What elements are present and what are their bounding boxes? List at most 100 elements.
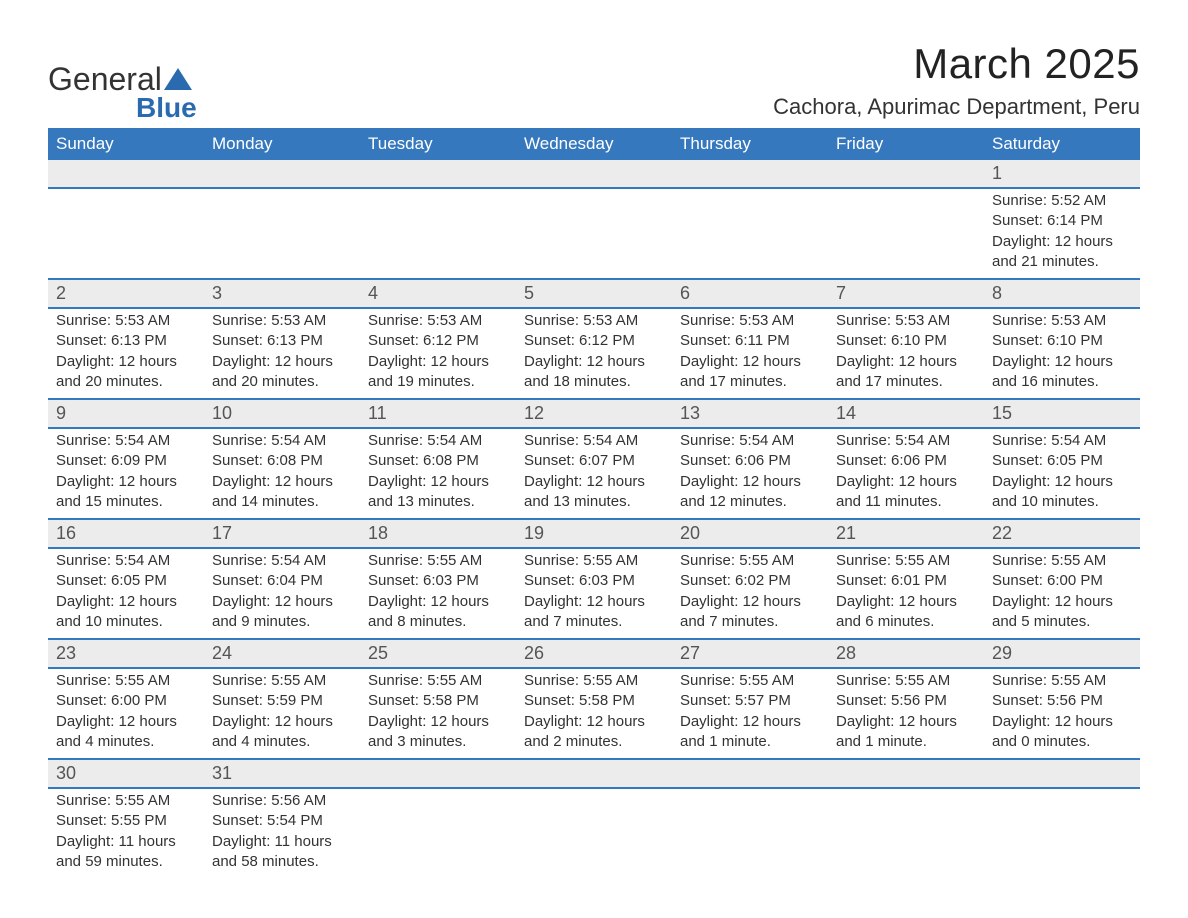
sunset-text: Sunset: 6:00 PM (56, 691, 196, 711)
sunrise-text: Sunrise: 5:54 AM (836, 431, 976, 451)
col-saturday: Saturday (984, 128, 1140, 160)
sunset-text: Sunset: 6:12 PM (368, 331, 508, 351)
day-number: 31 (204, 760, 360, 787)
sunset-text: Sunset: 6:12 PM (524, 331, 664, 351)
sunrise-text: Sunrise: 5:55 AM (56, 671, 196, 691)
day-number-cell: 6 (672, 279, 828, 308)
day-cell: Sunrise: 5:55 AMSunset: 5:56 PMDaylight:… (984, 668, 1140, 759)
day-number: 29 (984, 640, 1140, 667)
day-details: Sunrise: 5:53 AMSunset: 6:12 PMDaylight:… (360, 309, 516, 398)
logo-word1: General (48, 63, 162, 95)
day-number-cell: 15 (984, 399, 1140, 428)
daylight-text: Daylight: 12 hours and 20 minutes. (212, 352, 352, 393)
day-cell (204, 188, 360, 279)
day-details: Sunrise: 5:55 AMSunset: 6:00 PMDaylight:… (984, 549, 1140, 638)
day-number: 26 (516, 640, 672, 667)
day-cell: Sunrise: 5:55 AMSunset: 6:01 PMDaylight:… (828, 548, 984, 639)
day-number-cell: 27 (672, 639, 828, 668)
day-details (516, 789, 672, 875)
sunrise-text: Sunrise: 5:53 AM (56, 311, 196, 331)
day-number-cell: 9 (48, 399, 204, 428)
daylight-text: Daylight: 12 hours and 10 minutes. (992, 472, 1132, 513)
daylight-text: Daylight: 12 hours and 0 minutes. (992, 712, 1132, 753)
day-cell: Sunrise: 5:55 AMSunset: 5:58 PMDaylight:… (516, 668, 672, 759)
sunrise-text: Sunrise: 5:55 AM (680, 671, 820, 691)
day-number-cell (360, 759, 516, 788)
day-details (828, 789, 984, 875)
daylight-text: Daylight: 12 hours and 1 minute. (836, 712, 976, 753)
sunset-text: Sunset: 5:54 PM (212, 811, 352, 831)
day-details: Sunrise: 5:54 AMSunset: 6:04 PMDaylight:… (204, 549, 360, 638)
sunrise-text: Sunrise: 5:55 AM (368, 671, 508, 691)
day-cell: Sunrise: 5:53 AMSunset: 6:10 PMDaylight:… (984, 308, 1140, 399)
day-cell: Sunrise: 5:55 AMSunset: 6:03 PMDaylight:… (516, 548, 672, 639)
day-number-cell (984, 759, 1140, 788)
day-details: Sunrise: 5:54 AMSunset: 6:06 PMDaylight:… (672, 429, 828, 518)
sunrise-text: Sunrise: 5:55 AM (524, 551, 664, 571)
sunset-text: Sunset: 6:01 PM (836, 571, 976, 591)
day-number-cell: 11 (360, 399, 516, 428)
sunrise-text: Sunrise: 5:53 AM (836, 311, 976, 331)
day-details: Sunrise: 5:53 AMSunset: 6:13 PMDaylight:… (204, 309, 360, 398)
col-thursday: Thursday (672, 128, 828, 160)
day-number-cell (360, 160, 516, 188)
sunset-text: Sunset: 6:10 PM (992, 331, 1132, 351)
day-details: Sunrise: 5:54 AMSunset: 6:08 PMDaylight:… (360, 429, 516, 518)
day-number: 18 (360, 520, 516, 547)
sunrise-text: Sunrise: 5:53 AM (680, 311, 820, 331)
sunset-text: Sunset: 5:58 PM (368, 691, 508, 711)
daylight-text: Daylight: 11 hours and 58 minutes. (212, 832, 352, 873)
day-cell: Sunrise: 5:55 AMSunset: 6:02 PMDaylight:… (672, 548, 828, 639)
day-number: 19 (516, 520, 672, 547)
sunrise-text: Sunrise: 5:54 AM (56, 551, 196, 571)
day-details (360, 189, 516, 275)
sunrise-text: Sunrise: 5:55 AM (992, 551, 1132, 571)
day-number: 23 (48, 640, 204, 667)
daylight-text: Daylight: 12 hours and 19 minutes. (368, 352, 508, 393)
week-body-row: Sunrise: 5:55 AMSunset: 5:55 PMDaylight:… (48, 788, 1140, 878)
day-number-cell: 25 (360, 639, 516, 668)
day-cell (48, 188, 204, 279)
day-details (516, 189, 672, 275)
day-number: 27 (672, 640, 828, 667)
daylight-text: Daylight: 12 hours and 4 minutes. (212, 712, 352, 753)
sunrise-text: Sunrise: 5:54 AM (212, 551, 352, 571)
day-cell: Sunrise: 5:54 AMSunset: 6:08 PMDaylight:… (360, 428, 516, 519)
daylight-text: Daylight: 12 hours and 13 minutes. (524, 472, 664, 513)
day-cell (672, 188, 828, 279)
week-body-row: Sunrise: 5:54 AMSunset: 6:09 PMDaylight:… (48, 428, 1140, 519)
day-number-cell: 10 (204, 399, 360, 428)
day-number-cell (672, 759, 828, 788)
sunset-text: Sunset: 6:05 PM (992, 451, 1132, 471)
daylight-text: Daylight: 12 hours and 8 minutes. (368, 592, 508, 633)
day-number-cell: 17 (204, 519, 360, 548)
sunrise-text: Sunrise: 5:54 AM (56, 431, 196, 451)
day-number-cell (516, 160, 672, 188)
daylight-text: Daylight: 12 hours and 12 minutes. (680, 472, 820, 513)
day-details: Sunrise: 5:55 AMSunset: 6:01 PMDaylight:… (828, 549, 984, 638)
day-number-cell (204, 160, 360, 188)
sunset-text: Sunset: 6:13 PM (56, 331, 196, 351)
day-number-cell: 8 (984, 279, 1140, 308)
day-number-cell: 5 (516, 279, 672, 308)
week-body-row: Sunrise: 5:54 AMSunset: 6:05 PMDaylight:… (48, 548, 1140, 639)
sunset-text: Sunset: 5:56 PM (836, 691, 976, 711)
day-number-cell: 19 (516, 519, 672, 548)
daylight-text: Daylight: 12 hours and 7 minutes. (524, 592, 664, 633)
week-daynum-row: 2345678 (48, 279, 1140, 308)
week-daynum-row: 9101112131415 (48, 399, 1140, 428)
sunset-text: Sunset: 6:08 PM (212, 451, 352, 471)
calendar-body: 1Sunrise: 5:52 AMSunset: 6:14 PMDaylight… (48, 160, 1140, 878)
day-number-cell: 7 (828, 279, 984, 308)
day-cell: Sunrise: 5:55 AMSunset: 6:00 PMDaylight:… (984, 548, 1140, 639)
col-sunday: Sunday (48, 128, 204, 160)
day-number (516, 760, 672, 787)
day-number: 2 (48, 280, 204, 307)
day-details (360, 789, 516, 875)
day-number: 9 (48, 400, 204, 427)
day-details: Sunrise: 5:56 AMSunset: 5:54 PMDaylight:… (204, 789, 360, 878)
day-cell: Sunrise: 5:53 AMSunset: 6:12 PMDaylight:… (516, 308, 672, 399)
day-details: Sunrise: 5:54 AMSunset: 6:06 PMDaylight:… (828, 429, 984, 518)
daylight-text: Daylight: 12 hours and 4 minutes. (56, 712, 196, 753)
day-cell (516, 788, 672, 878)
